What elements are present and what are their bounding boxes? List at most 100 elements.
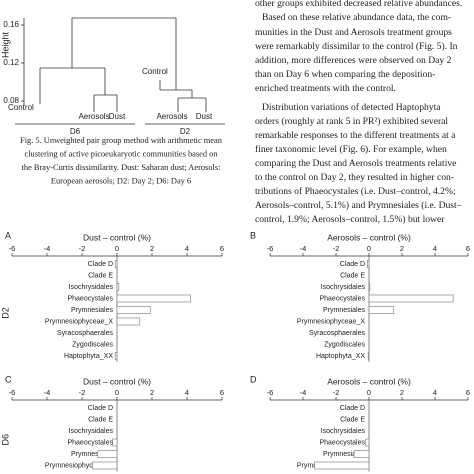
- caption-line: clustering of active picoeukaryotic comm…: [24, 149, 218, 158]
- leaf-label: Aerosols: [78, 112, 109, 121]
- x-tick-label: 4: [185, 244, 189, 253]
- category-label: Haptophyta_XX: [64, 353, 113, 360]
- category-label: Clade D: [340, 405, 365, 412]
- bar: [116, 283, 120, 291]
- body-text-line: finer taxonomic level (Fig. 6). For exam…: [255, 144, 447, 155]
- category-label: Clade E: [340, 272, 365, 279]
- category-label: Phaeocystales: [319, 295, 365, 302]
- category-label: Clade E: [88, 272, 113, 279]
- leaf-label: Aerosols: [156, 112, 187, 121]
- x-tick-label: 0: [367, 388, 371, 397]
- bar: [368, 283, 371, 291]
- x-tick-label: -6: [9, 388, 16, 397]
- body-text-line: to the control on Day 2, they resulted i…: [255, 172, 454, 183]
- leaf-label: Control: [142, 67, 168, 76]
- x-tick-label: 2: [400, 244, 404, 253]
- panel-title: Aerosols – control (%): [327, 232, 411, 242]
- x-tick-label: 4: [433, 388, 437, 397]
- category-label: Syracosphaerales: [309, 330, 366, 337]
- body-text-line: addition, more differences were observed…: [255, 55, 452, 66]
- x-tick-label: 4: [433, 244, 437, 253]
- x-tick-label: -2: [79, 244, 86, 253]
- category-label: Phaeocystales: [67, 439, 113, 446]
- leaf-label: Dust: [109, 112, 126, 121]
- leaf-label: Dust: [196, 112, 213, 121]
- x-tick-label: -4: [44, 244, 51, 253]
- category-label: Clade E: [88, 416, 113, 423]
- body-text-line: remarkable responses to the different tr…: [255, 130, 456, 141]
- axis-label: Height: [0, 31, 10, 58]
- body-text-line: were remarkably dissimilar to the contro…: [255, 41, 458, 52]
- category-label: Isochrysidales: [69, 284, 114, 291]
- bar: [112, 438, 118, 447]
- category-label: Phaeocystales: [67, 295, 113, 302]
- x-tick-label: -6: [267, 244, 274, 253]
- x-tick-label: 0: [115, 244, 119, 253]
- category-label: Isochrysidales: [321, 284, 366, 291]
- caption-line: Fig. 5. Unweighted pair group method wit…: [20, 136, 223, 145]
- category-label: Prymnesiophyceae_X: [297, 318, 365, 325]
- x-tick-label: -4: [300, 388, 307, 397]
- bar: [353, 450, 370, 458]
- x-tick-label: 2: [150, 244, 154, 253]
- caption-line: the Bray-Curtis dissimilarity. Dust: Sah…: [22, 163, 221, 172]
- bar: [314, 461, 370, 470]
- category-label: Prymnesiales: [323, 307, 366, 314]
- x-tick-label: 0: [367, 244, 371, 253]
- category-label: Prymnesiales: [71, 307, 114, 314]
- category-label: Haptophyta_XX: [316, 353, 365, 360]
- body-text-line: enriched treatments with the control.: [255, 83, 396, 94]
- bar: [114, 260, 118, 268]
- x-tick-label: 2: [400, 388, 404, 397]
- category-label: Prymnesiophyceae_X: [45, 318, 113, 325]
- panel-letter: A: [5, 230, 11, 240]
- bar: [116, 317, 141, 326]
- category-label: Isochrysidales: [69, 428, 114, 435]
- x-tick-label: 2: [150, 388, 154, 397]
- body-text-line: Distribution variations of detected Hapt…: [262, 102, 441, 113]
- body-text-line: orders (roughly at rank 5 in PR²) exhibi…: [255, 116, 448, 127]
- x-tick-label: -4: [44, 388, 51, 397]
- row-label: D2: [0, 307, 10, 319]
- bar: [92, 461, 118, 470]
- x-tick-label: -6: [267, 388, 274, 397]
- category-label: Syracosphaerales: [57, 330, 114, 337]
- x-tick-label: -2: [333, 388, 340, 397]
- y-tick-label: 0.08: [3, 96, 19, 105]
- bar: [116, 294, 191, 303]
- x-tick-label: -2: [79, 388, 86, 397]
- x-tick-label: 6: [220, 244, 224, 253]
- category-label: Clade D: [88, 261, 113, 268]
- category-label: Clade D: [88, 405, 113, 412]
- x-tick-label: 6: [220, 388, 224, 397]
- leaf-label: Control: [8, 103, 34, 112]
- group-label: D2: [180, 127, 191, 136]
- bar: [116, 306, 151, 314]
- bar: [368, 294, 454, 303]
- x-tick-label: 6: [466, 244, 470, 253]
- body-text-line: comparing the Dust and Aerosols treatmen…: [255, 158, 456, 169]
- bar: [97, 450, 118, 458]
- category-label: Isochrysidales: [321, 428, 366, 435]
- bar: [368, 306, 395, 314]
- group-label: D6: [70, 127, 81, 136]
- body-text-line: Aerosols–control, 5.1%) and Prymnesiales…: [255, 200, 462, 211]
- body-text-line: tributions of Phaeocystales (i.e. Dust–c…: [255, 186, 456, 197]
- x-tick-label: 6: [466, 388, 470, 397]
- panel-title: Dust – control (%): [83, 376, 151, 386]
- caption-line: European aerosols; D2: Day 2; D6: Day 6: [51, 176, 191, 185]
- bar: [365, 438, 370, 447]
- category-label: Clade E: [340, 416, 365, 423]
- category-label: Clade D: [340, 261, 365, 268]
- category-label: Phaeocystales: [319, 439, 365, 446]
- x-tick-label: -6: [9, 244, 16, 253]
- x-tick-label: -2: [333, 244, 340, 253]
- panel-letter: B: [250, 230, 256, 240]
- row-label: D6: [0, 434, 10, 446]
- category-label: Prymnesiales: [71, 451, 114, 458]
- category-label: Prymnesiophyceae_X: [45, 462, 113, 469]
- body-text-line: Based on these relative abundance data, …: [262, 12, 451, 23]
- x-tick-label: -4: [300, 244, 307, 253]
